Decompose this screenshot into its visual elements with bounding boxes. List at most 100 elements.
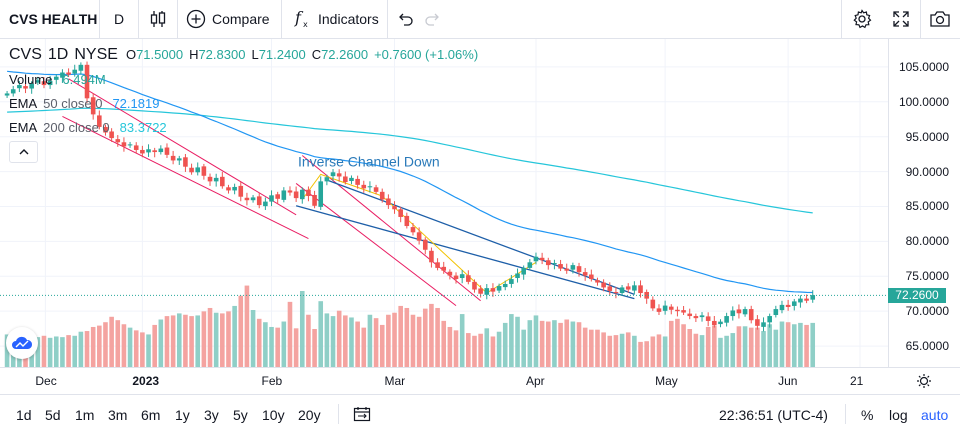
candle-body xyxy=(767,316,772,323)
volume-bar xyxy=(705,326,711,367)
volume-bar xyxy=(232,305,237,367)
undo-button[interactable] xyxy=(396,0,414,38)
candle-body xyxy=(152,150,157,153)
candle-body xyxy=(213,177,219,182)
range-button-3m[interactable]: 3m xyxy=(108,407,128,423)
volume-bar xyxy=(502,322,508,367)
candle-body xyxy=(336,173,342,177)
volume-bar xyxy=(60,337,65,367)
candle-body xyxy=(330,172,336,177)
range-button-6m[interactable]: 6m xyxy=(141,407,161,423)
indicators-button[interactable]: f x Indicators xyxy=(292,0,379,38)
collapse-legend-button[interactable] xyxy=(9,141,38,163)
compare-button[interactable]: Compare xyxy=(186,0,270,38)
candle-body xyxy=(97,115,102,127)
candle-body xyxy=(681,310,686,313)
volume-bar xyxy=(256,318,262,367)
candle-body xyxy=(502,283,508,288)
volume-bar xyxy=(152,324,157,367)
candle-body xyxy=(662,305,668,311)
redo-icon xyxy=(425,13,439,26)
volume-bar xyxy=(269,326,274,367)
price-chart[interactable]: Inverse Channel Down xyxy=(0,39,888,367)
volume-bar xyxy=(564,319,570,367)
candle-body xyxy=(484,288,490,295)
fullscreen-button[interactable] xyxy=(891,0,911,38)
volume-bar xyxy=(699,335,705,367)
volume-bar xyxy=(570,321,576,367)
candle-body xyxy=(189,167,194,173)
range-button-10y[interactable]: 10y xyxy=(262,407,285,423)
volume-bar xyxy=(785,322,791,367)
candle-body xyxy=(755,319,760,326)
time-axis[interactable]: Dec 2023 Feb Mar Apr May Jun 21 xyxy=(0,367,960,394)
candle-body xyxy=(521,267,526,275)
candle-body xyxy=(379,191,385,200)
redo-button[interactable] xyxy=(424,0,442,38)
axis-settings-button[interactable] xyxy=(916,373,932,394)
brand-logo[interactable] xyxy=(6,327,38,359)
volume-bar xyxy=(343,315,348,367)
ema200-value: 83.3722 xyxy=(119,120,167,135)
candle-body xyxy=(275,194,280,199)
symbol-legend: CVS 1D NYSE O71.5000 H72.8300 L71.2400 C… xyxy=(9,46,478,64)
volume-bar xyxy=(146,334,151,367)
volume-bar xyxy=(810,322,816,367)
range-button-1m[interactable]: 1m xyxy=(75,407,95,423)
volume-bar xyxy=(140,332,145,367)
calendar-range-icon xyxy=(353,407,371,422)
candle-body xyxy=(459,274,465,279)
ema50-legend[interactable]: EMA 50 close 0 72.1819 xyxy=(9,96,159,111)
candle-body xyxy=(35,80,41,83)
volume-bar xyxy=(41,335,47,367)
volume-bar xyxy=(662,336,668,367)
auto-scale-toggle[interactable]: auto xyxy=(921,407,949,423)
range-button-5y[interactable]: 5y xyxy=(233,407,248,423)
range-button-3y[interactable]: 3y xyxy=(204,407,219,423)
percent-scale-toggle[interactable]: % xyxy=(861,407,874,423)
price-axis[interactable]: 105.0000 100.0000 95.0000 90.0000 85.0000 80.… xyxy=(888,39,960,367)
function-icon: f x xyxy=(294,9,308,29)
volume-bar xyxy=(367,314,373,367)
volume-bar xyxy=(650,336,656,367)
candle-body xyxy=(570,265,576,270)
candle-body xyxy=(17,85,22,89)
volume-bar xyxy=(742,326,748,367)
range-button-1d[interactable]: 1d xyxy=(16,407,32,423)
volume-bar xyxy=(373,318,379,367)
candle-body xyxy=(293,191,299,199)
candle-body xyxy=(53,76,59,80)
range-button-20y[interactable]: 20y xyxy=(298,407,321,423)
range-button-1y[interactable]: 1y xyxy=(175,407,190,423)
clock[interactable]: 22:36:51 (UTC-4) xyxy=(719,407,828,423)
interval-button[interactable]: D xyxy=(114,11,125,27)
ema200-legend[interactable]: EMA 200 close 0 83.3722 xyxy=(9,120,167,135)
candle-body xyxy=(668,306,674,310)
volume-bar xyxy=(201,311,207,367)
candle-body xyxy=(804,298,809,301)
date-range-button[interactable] xyxy=(353,406,371,427)
candle-body xyxy=(773,309,779,316)
range-button-5d[interactable]: 5d xyxy=(45,407,61,423)
trendline-upper xyxy=(326,179,635,296)
volume-legend[interactable]: Volume 6.494M xyxy=(9,72,106,87)
chart-style-button[interactable] xyxy=(148,0,168,38)
volume-bar xyxy=(170,315,176,367)
candle-body xyxy=(66,72,71,75)
legend-close: C72.2600 xyxy=(312,47,368,62)
screenshot-button[interactable] xyxy=(929,0,951,38)
price-tick-label: 80.0000 xyxy=(905,234,949,249)
settings-button[interactable] xyxy=(852,0,872,38)
chart-pane[interactable]: Inverse Channel Down xyxy=(0,39,888,367)
volume-bar xyxy=(379,324,385,367)
time-tick-label: May xyxy=(655,374,678,388)
log-scale-toggle[interactable]: log xyxy=(889,407,908,423)
volume-bar xyxy=(496,331,502,367)
time-tick-label: Dec xyxy=(35,374,57,388)
volume-bar xyxy=(410,314,416,367)
symbol-search[interactable]: CVS HEALTH xyxy=(9,11,98,27)
bottom-toolbar: 22:36:51 (UTC-4) % log auto 1d 5d 1m 3m 6m 1y… xyxy=(0,394,960,434)
volume-bar xyxy=(115,320,121,367)
price-tick-label: 65.0000 xyxy=(905,339,949,354)
volume-bar xyxy=(293,328,299,367)
